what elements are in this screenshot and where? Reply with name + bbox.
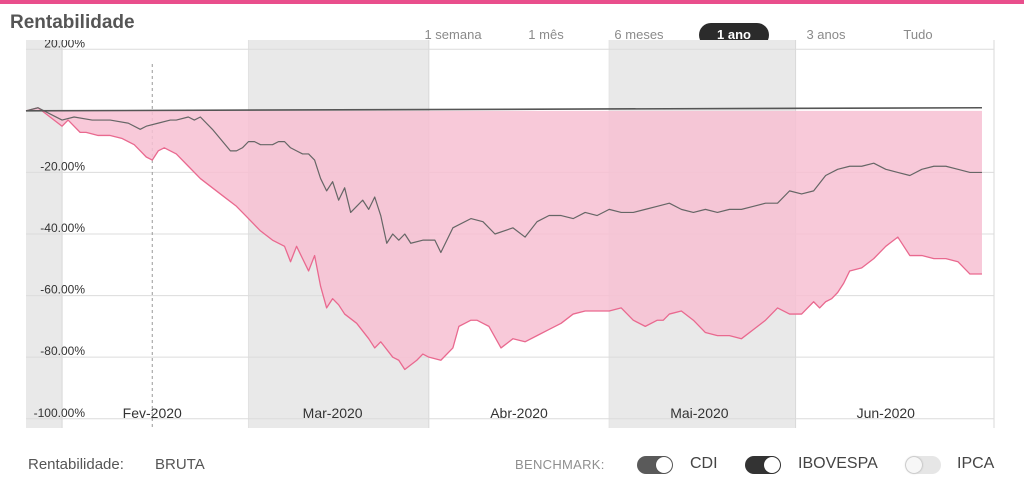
cdi-label: CDI xyxy=(690,455,718,472)
ibovespa-label: IBOVESPA xyxy=(798,455,878,472)
y-tick-label: -60.00% xyxy=(40,283,85,297)
x-tick-label: Jun-2020 xyxy=(857,405,916,421)
ipca-label: IPCA xyxy=(957,455,995,472)
y-tick-label: -80.00% xyxy=(40,344,85,358)
toggle-knob xyxy=(764,457,780,473)
accent-bar xyxy=(0,0,1024,4)
fund-area xyxy=(26,107,982,370)
y-tick-label: -40.00% xyxy=(40,221,85,235)
cdi-line xyxy=(25,106,982,112)
x-tick-label: Mar-2020 xyxy=(303,405,363,421)
x-tick-label: Fev-2020 xyxy=(123,405,182,421)
benchmark-label: BENCHMARK: xyxy=(515,457,605,472)
ibovespa-line xyxy=(25,107,982,254)
y-tick-label: -100.00% xyxy=(34,406,86,420)
toggle-knob xyxy=(656,457,672,473)
period-selector: 1 semana 1 mês 6 meses 1 ano 3 anos Tudo xyxy=(405,22,951,48)
x-tick-label: Mai-2020 xyxy=(670,405,729,421)
range-6-meses[interactable]: 6 meses xyxy=(614,27,664,42)
range-1-mes[interactable]: 1 mês xyxy=(528,27,564,42)
page-title: Rentabilidade xyxy=(10,12,135,33)
ibovespa-toggle[interactable] xyxy=(745,456,781,474)
cdi-toggle[interactable] xyxy=(637,456,673,474)
fund-line xyxy=(25,107,982,371)
range-1-semana[interactable]: 1 semana xyxy=(424,27,482,42)
x-tick-label: Abr-2020 xyxy=(490,405,548,421)
range-tudo[interactable]: Tudo xyxy=(903,27,933,42)
range-3-anos[interactable]: 3 anos xyxy=(806,27,846,42)
chart-footer: Rentabilidade: BRUTA BENCHMARK: CDI IBOV… xyxy=(0,448,1024,482)
ipca-toggle[interactable] xyxy=(905,456,941,474)
y-tick-label: 20.00% xyxy=(44,40,85,50)
toggle-knob xyxy=(906,457,922,473)
y-tick-label: -20.00% xyxy=(40,159,85,173)
rentabilidade-label: Rentabilidade: xyxy=(28,456,124,473)
rentabilidade-value: BRUTA xyxy=(155,456,205,473)
performance-chart: 20.00% -20.00% -40.00% -60.00% -80.00% -100.0… xyxy=(25,40,995,428)
